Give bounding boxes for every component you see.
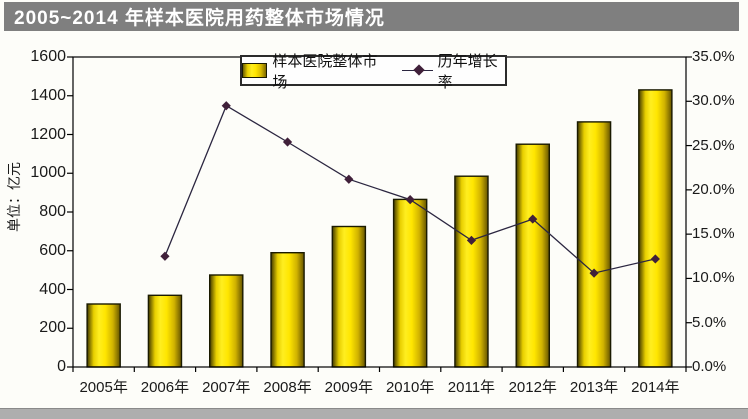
growth-marker-icon [344, 174, 354, 184]
x-axis-tick-label: 2011年 [447, 379, 496, 396]
growth-marker-icon [160, 251, 170, 261]
line-series-marker-icon [402, 64, 433, 76]
right-axis-tick-label: 5.0% [692, 313, 727, 331]
bar-2011年 [454, 175, 489, 368]
bar-series-swatch-icon [242, 63, 268, 78]
right-axis-tick-label: 35.0% [692, 48, 735, 65]
legend-item-line-series: 历年增长率 [402, 50, 505, 92]
bar-2007年 [208, 274, 244, 368]
bar-2006年 [147, 294, 183, 368]
x-axis-tick-label: 2010年 [385, 379, 435, 396]
x-axis-tick-label: 2012年 [508, 379, 557, 396]
right-axis-tick-label: 10.0% [692, 269, 735, 287]
right-axis-tick-label: 15.0% [692, 225, 735, 243]
growth-marker-icon [650, 254, 660, 264]
x-axis-tick-label: 2013年 [569, 379, 619, 396]
x-axis-tick-label: 2007年 [202, 379, 251, 396]
x-axis-tick-label: 2014年 [631, 379, 680, 396]
growth-marker-icon [405, 195, 415, 205]
left-axis-tick-label: 400 [39, 280, 66, 298]
bar-2012年 [515, 143, 551, 368]
chart-title-bar: 2005~2014 年样本医院用药整体市场情况 [4, 2, 739, 31]
left-axis-tick-label: 200 [39, 319, 66, 337]
bar-2005年 [86, 303, 121, 368]
plot-canvas [67, 56, 692, 372]
left-axis-tick-label: 0 [57, 358, 66, 375]
right-axis-tick-label: 0.0% [692, 358, 727, 375]
plot-area [67, 56, 692, 372]
x-axis-tick-label: 2005年 [79, 379, 128, 396]
growth-marker-icon [528, 214, 538, 224]
bar-2010年 [392, 198, 428, 368]
legend: 样本医院整体市场 历年增长率 [240, 53, 507, 91]
bar-2013年 [576, 121, 612, 368]
growth-marker-icon [282, 137, 293, 147]
left-axis-tick-label: 600 [39, 241, 66, 259]
legend-item-bar-series: 样本医院整体市场 [242, 50, 380, 92]
growth-marker-icon [221, 101, 231, 111]
left-axis-tick-label: 800 [39, 203, 66, 220]
left-axis-tick-label: 1200 [30, 125, 66, 143]
x-axis-tick-label: 2006年 [140, 379, 190, 396]
growth-marker-icon [466, 235, 477, 245]
left-axis-tick-label: 1000 [30, 164, 66, 182]
bottom-gray-strip [0, 408, 748, 419]
bar-2008年 [270, 251, 305, 368]
bar-2014年 [638, 89, 673, 368]
bar-2009年 [331, 225, 367, 368]
left-axis-tick-label: 1600 [30, 48, 66, 65]
right-axis-tick-label: 30.0% [692, 92, 735, 110]
line-series-label: 历年增长率 [437, 52, 498, 91]
x-axis-tick-label: 2008年 [263, 379, 312, 396]
chart-title: 2005~2014 年样本医院用药整体市场情况 [14, 8, 385, 29]
right-axis-tick-label: 25.0% [692, 136, 735, 154]
x-axis-tick-label: 2009年 [324, 379, 374, 396]
right-axis-tick-label: 20.0% [692, 180, 735, 198]
bar-series-label: 样本医院整体市场 [272, 52, 378, 91]
left-axis-tick-label: 1400 [30, 86, 66, 104]
